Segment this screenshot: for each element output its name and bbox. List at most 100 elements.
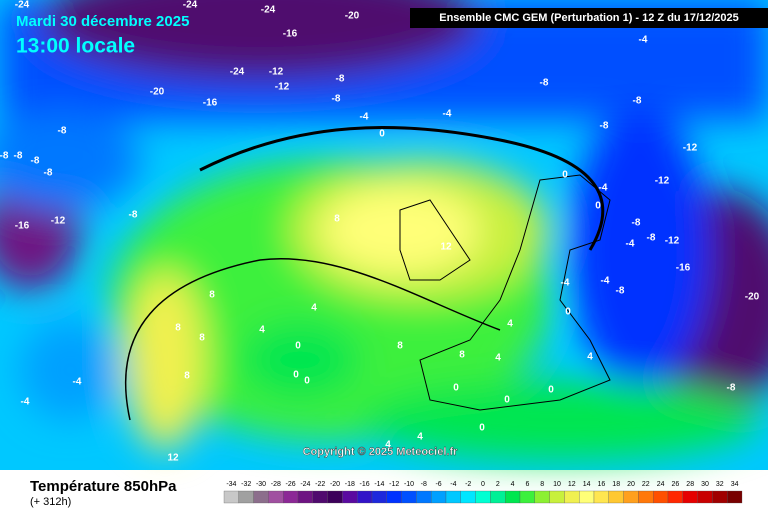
legend-value: -8 [421,481,427,488]
contour-label: 0 [504,395,510,406]
legend-value: -26 [286,481,296,488]
contour-label: -4 [73,377,82,388]
contour-label: -8 [600,121,609,132]
legend-value: 26 [672,481,680,488]
legend-value: -24 [300,481,310,488]
legend-value: -32 [241,481,251,488]
contour-label: -8 [632,218,641,229]
contour-label: 8 [334,214,340,225]
legend-swatch [283,490,299,504]
legend-value: -6 [435,481,441,488]
legend-value: 16 [598,481,606,488]
contour-label: 8 [184,371,190,382]
legend-swatch [682,490,698,504]
contour-label: -4 [360,112,369,123]
legend-swatch [638,490,654,504]
contour-label: 0 [304,376,310,387]
legend-value: 24 [657,481,665,488]
legend-value: -22 [315,481,325,488]
contour-label: -8 [129,210,138,221]
contour-label: 0 [565,307,571,318]
contour-label: 4 [495,353,501,364]
contour-label: -16 [15,221,30,232]
contour-label: -8 [332,94,341,105]
legend-value: 2 [496,481,500,488]
contour-label: -4 [601,276,610,287]
legend-swatch [475,490,491,504]
contour-label: 0 [453,383,459,394]
legend-swatch [667,490,683,504]
contour-label: -4 [639,35,648,46]
contour-label: -16 [283,29,298,40]
contour-label: 0 [295,341,301,352]
legend-value: 0 [481,481,485,488]
legend-swatch [223,490,239,504]
contour-label: 0 [548,385,554,396]
color-legend: -34 -32 -30 -28 -26 -24 -22 -20 -18 -16 -14 -12 -10-… [223,481,743,504]
contour-label: -8 [0,151,9,162]
contour-label: 4 [259,325,265,336]
legend-swatch [519,490,535,504]
legend-value: -20 [330,481,340,488]
contour-label: -4 [599,183,608,194]
contour-label: -8 [14,151,23,162]
contour-label: -8 [647,233,656,244]
legend-value: 22 [642,481,650,488]
legend-swatch [697,490,713,504]
legend-value: 10 [553,481,561,488]
contour-label: -8 [727,383,736,394]
legend-value: -34 [226,481,236,488]
legend-swatch [268,490,284,504]
legend-swatch [327,490,343,504]
legend-swatch [608,490,624,504]
contour-label: 4 [385,440,391,451]
date: Mardi 30 décembre 2025 [16,13,189,30]
legend-value: 18 [612,481,620,488]
contour-label: 12 [167,453,179,464]
legend-value: -14 [374,481,384,488]
contour-label: -16 [676,263,691,274]
legend-swatch [490,490,506,504]
contour-label: 4 [587,352,593,363]
contour-label: -20 [150,87,165,98]
contour-label: 8 [199,333,205,344]
variable-title: Température 850hPa [30,478,177,495]
legend-swatch [564,490,580,504]
legend-swatch [549,490,565,504]
legend-swatch [653,490,669,504]
contour-label: -4 [561,278,570,289]
contour-label: -24 [183,0,198,11]
contour-label: 0 [562,170,568,181]
contour-label: -24 [261,5,276,16]
legend-value: 20 [627,481,635,488]
contour-label: -4 [626,239,635,250]
contour-label: -8 [540,78,549,89]
legend-swatch [712,490,728,504]
contour-label: -16 [203,98,218,109]
legend-swatch [727,490,743,504]
legend-swatch [445,490,461,504]
legend-value: -12 [389,481,399,488]
legend-swatch [238,490,254,504]
contour-label: 8 [459,350,465,361]
legend-value: -30 [256,481,266,488]
contour-label: -12 [51,216,66,227]
legend-swatch [416,490,432,504]
contour-label: -8 [633,96,642,107]
contour-label: 0 [479,423,485,434]
legend-swatch [593,490,609,504]
legend-value: -4 [450,481,456,488]
contour-label: 4 [417,432,423,443]
contour-label: -8 [31,156,40,167]
legend-value: 28 [686,481,694,488]
legend-value: 14 [583,481,591,488]
contour-label: -8 [44,168,53,179]
contour-label: -8 [336,74,345,85]
legend-value: -2 [465,481,471,488]
legend-value: -28 [271,481,281,488]
model-box [410,8,768,28]
legend-swatch [623,490,639,504]
contour-label: -12 [665,236,680,247]
map: -24 -24 -24 -20 -16 -24 -12 -12 -8 -20 -16 -8 -8 -8 -4… [0,0,768,470]
